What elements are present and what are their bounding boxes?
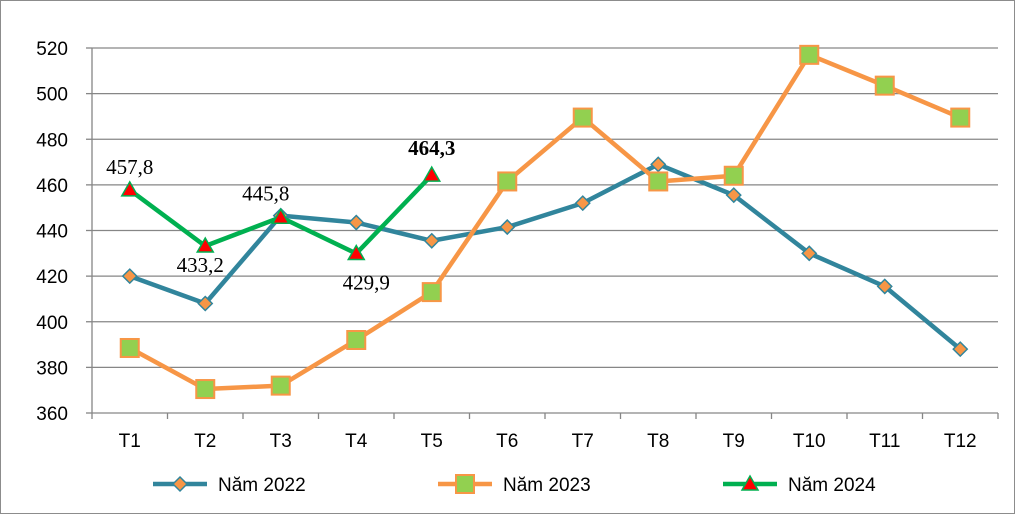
y-tick-label: 360 bbox=[36, 404, 68, 425]
data-label: 457,8 bbox=[106, 155, 153, 179]
y-tick-label: 400 bbox=[36, 313, 68, 334]
data-point-triangle bbox=[740, 474, 760, 491]
x-tick-label: T4 bbox=[345, 431, 368, 452]
x-tick-label: T9 bbox=[723, 431, 745, 452]
data-point-square bbox=[723, 165, 744, 186]
legend-label: Năm 2024 bbox=[788, 475, 876, 496]
data-point-square bbox=[497, 171, 518, 192]
data-label: 464,3 bbox=[408, 136, 455, 160]
data-point-diamond bbox=[574, 195, 591, 212]
data-labels: 457,8 433,2 445,8 429,9 464,3 bbox=[106, 136, 455, 294]
data-point-square bbox=[195, 379, 216, 400]
y-tick-label: 480 bbox=[36, 130, 68, 151]
x-tick-label: T2 bbox=[194, 431, 216, 452]
data-point-diamond bbox=[952, 341, 969, 358]
data-point-square bbox=[421, 282, 442, 303]
legend: Năm 2022 Năm 2023 Năm 2024 bbox=[153, 474, 876, 496]
x-tick-label: T8 bbox=[647, 431, 669, 452]
data-label: 445,8 bbox=[242, 181, 289, 205]
x-tick-label: T7 bbox=[572, 431, 594, 452]
data-point-diamond bbox=[499, 219, 516, 236]
data-point-square bbox=[455, 474, 475, 494]
gridlines bbox=[92, 47, 998, 369]
data-point-diamond bbox=[197, 295, 214, 312]
data-point-diamond bbox=[650, 156, 667, 173]
data-point-triangle bbox=[422, 165, 442, 182]
legend-item: Năm 2024 bbox=[723, 474, 876, 496]
series-line-1 bbox=[127, 162, 963, 352]
y-tick-label: 460 bbox=[36, 176, 68, 197]
x-tick-label: T3 bbox=[270, 431, 292, 452]
data-point-triangle bbox=[120, 180, 140, 197]
y-tick-label: 380 bbox=[36, 358, 68, 379]
data-point-triangle bbox=[346, 244, 366, 261]
legend-item: Năm 2022 bbox=[153, 475, 306, 496]
data-point-square bbox=[950, 107, 971, 128]
data-point-diamond bbox=[121, 268, 138, 285]
x-tick-label: T1 bbox=[119, 431, 141, 452]
data-point-diamond bbox=[171, 475, 189, 493]
series-lines bbox=[127, 52, 963, 392]
axes: 360 380 400 420 440 460 480 500 520 T1 T2 T3 T4 T5 T6 T… bbox=[36, 39, 999, 452]
data-point-diamond bbox=[725, 187, 742, 204]
legend-label: Năm 2023 bbox=[503, 475, 591, 496]
data-point-diamond bbox=[423, 232, 440, 249]
y-tick-label: 420 bbox=[36, 267, 68, 288]
data-point-square bbox=[270, 375, 291, 396]
y-tick-label: 500 bbox=[36, 85, 68, 106]
y-tick-label: 440 bbox=[36, 222, 68, 243]
data-label: 429,9 bbox=[343, 271, 390, 295]
data-point-square bbox=[799, 44, 820, 65]
x-tick-label: T11 bbox=[869, 431, 900, 452]
data-point-triangle bbox=[271, 207, 291, 225]
legend-label: Năm 2022 bbox=[218, 475, 306, 496]
series-markers bbox=[119, 44, 971, 400]
data-point-square bbox=[119, 337, 140, 358]
data-point-square bbox=[572, 107, 593, 128]
data-point-square bbox=[648, 171, 669, 192]
y-tick-label: 520 bbox=[36, 39, 68, 60]
x-tick-label: T10 bbox=[793, 431, 826, 452]
data-point-square bbox=[346, 330, 367, 350]
x-tick-label: T5 bbox=[421, 431, 443, 452]
x-tick-label: T12 bbox=[944, 431, 977, 452]
data-point-square bbox=[874, 75, 895, 96]
data-point-diamond bbox=[348, 214, 365, 231]
series-line-2 bbox=[127, 52, 963, 392]
data-point-diamond bbox=[801, 245, 818, 262]
legend-item: Năm 2023 bbox=[438, 474, 591, 496]
data-point-diamond bbox=[876, 278, 893, 295]
x-tick-label: T6 bbox=[496, 431, 518, 452]
data-label: 433,2 bbox=[177, 253, 224, 277]
data-point-triangle bbox=[195, 236, 215, 253]
